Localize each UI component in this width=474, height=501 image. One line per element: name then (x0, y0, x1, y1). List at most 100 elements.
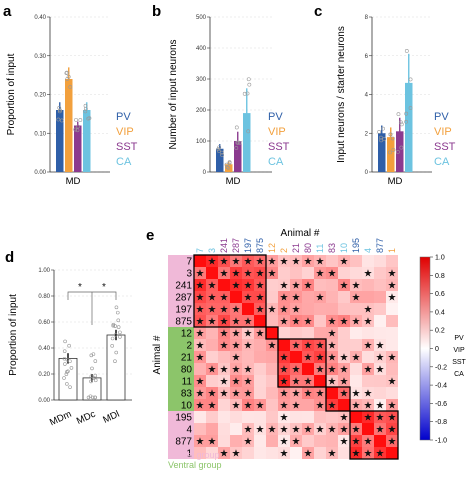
significance-star: ★ (232, 377, 241, 388)
heatmap-cell (314, 279, 326, 291)
data-point (65, 357, 70, 362)
significance-star: ★ (376, 353, 385, 364)
heatmap-cell (326, 327, 338, 339)
heatmap-cell (302, 375, 314, 387)
data-point (57, 105, 62, 110)
significance-star: ★ (196, 401, 205, 412)
significance-star: ★ (268, 269, 277, 280)
heatmap-cell (290, 399, 302, 411)
significance-star: ★ (304, 449, 313, 460)
data-point (93, 395, 97, 400)
heatmap-cell (206, 291, 218, 303)
data-point (65, 370, 69, 374)
row-label: 877 (175, 437, 192, 448)
significance-star: ★ (388, 437, 397, 448)
data-point (404, 49, 409, 53)
data-point (75, 128, 80, 133)
legend-CA: CA (116, 156, 132, 168)
col-label: 12 (267, 243, 277, 253)
x-tick-label: MDm (48, 409, 73, 429)
data-point (113, 333, 118, 337)
data-point (89, 379, 93, 384)
significance-star: * (78, 282, 82, 293)
significance-star: ★ (208, 293, 217, 304)
heatmap-cell (362, 327, 374, 339)
heatmap-cell (290, 279, 302, 291)
heatmap-cell (314, 363, 326, 375)
heatmap-cell (266, 423, 278, 435)
col-label: 3 (207, 248, 217, 253)
heatmap-cell (230, 387, 242, 399)
heatmap-cell (290, 411, 302, 423)
significance-star: ★ (364, 389, 373, 400)
significance-star: ★ (280, 449, 289, 460)
heatmap-cell (278, 267, 290, 279)
heatmap-cell (302, 435, 314, 447)
heatmap-cell (314, 255, 326, 267)
significance-star: ★ (340, 257, 349, 268)
heatmap-cell (290, 315, 302, 327)
cluster-box (193, 254, 267, 328)
y-tick-label: 0.20 (34, 93, 46, 99)
col-label: 10 (339, 243, 349, 253)
heatmap-cell (194, 387, 206, 399)
data-point (245, 91, 250, 96)
bar-VIP (387, 137, 395, 172)
significance-star: ★ (244, 425, 253, 436)
heatmap-cell (230, 411, 242, 423)
y-tick-label: 200 (196, 108, 207, 114)
heatmap-cell (290, 387, 302, 399)
row-label: 287 (175, 293, 192, 304)
significance-star: ★ (304, 425, 313, 436)
heatmap-cell (266, 267, 278, 279)
heatmap-cell (338, 279, 350, 291)
significance-star: ★ (316, 389, 325, 400)
significance-star: ★ (352, 293, 361, 304)
y-tick-label: 6 (365, 54, 369, 60)
data-point (216, 147, 221, 152)
heatmap-cell (230, 363, 242, 375)
significance-star: ★ (364, 401, 373, 412)
significance-star: ★ (208, 317, 217, 328)
heatmap-cell (254, 291, 266, 303)
heatmap-cell (302, 327, 314, 339)
significance-star: ★ (292, 437, 301, 448)
heatmap-cell (290, 363, 302, 375)
data-point (114, 350, 119, 355)
bar-CA (405, 82, 413, 172)
heatmap-cell (386, 267, 398, 279)
significance-star: ★ (256, 305, 265, 316)
data-point (408, 106, 413, 110)
heatmap-cell (362, 399, 374, 411)
row-group-strip (168, 447, 194, 459)
significance-star: ★ (220, 257, 229, 268)
heatmap-cell (242, 303, 254, 315)
heatmap-cell (350, 303, 362, 315)
heatmap-cell (314, 351, 326, 363)
heatmap-cell (254, 435, 266, 447)
heatmap-cell (194, 423, 206, 435)
significance-star: ★ (244, 317, 253, 328)
bar-CA (83, 110, 91, 172)
bar-MDl (106, 334, 126, 401)
heatmap-cell (278, 435, 290, 447)
heatmap-cell (254, 303, 266, 315)
heatmap-cell (242, 363, 254, 375)
row-label: 197 (175, 305, 192, 316)
data-point (391, 147, 396, 152)
heatmap-cell (194, 255, 206, 267)
significance-star: ★ (328, 425, 337, 436)
heatmap-cell (314, 303, 326, 315)
row-group-strip (168, 423, 194, 435)
significance-star: ★ (328, 449, 337, 460)
significance-star: ★ (280, 413, 289, 424)
y-label: Number of input neurons (168, 39, 179, 149)
heatmap-cell (302, 315, 314, 327)
heatmap-cell (350, 399, 362, 411)
significance-star: ★ (340, 425, 349, 436)
significance-star: ★ (316, 293, 325, 304)
significance-star: ★ (244, 281, 253, 292)
data-point (224, 162, 229, 167)
heatmap-cell (194, 291, 206, 303)
